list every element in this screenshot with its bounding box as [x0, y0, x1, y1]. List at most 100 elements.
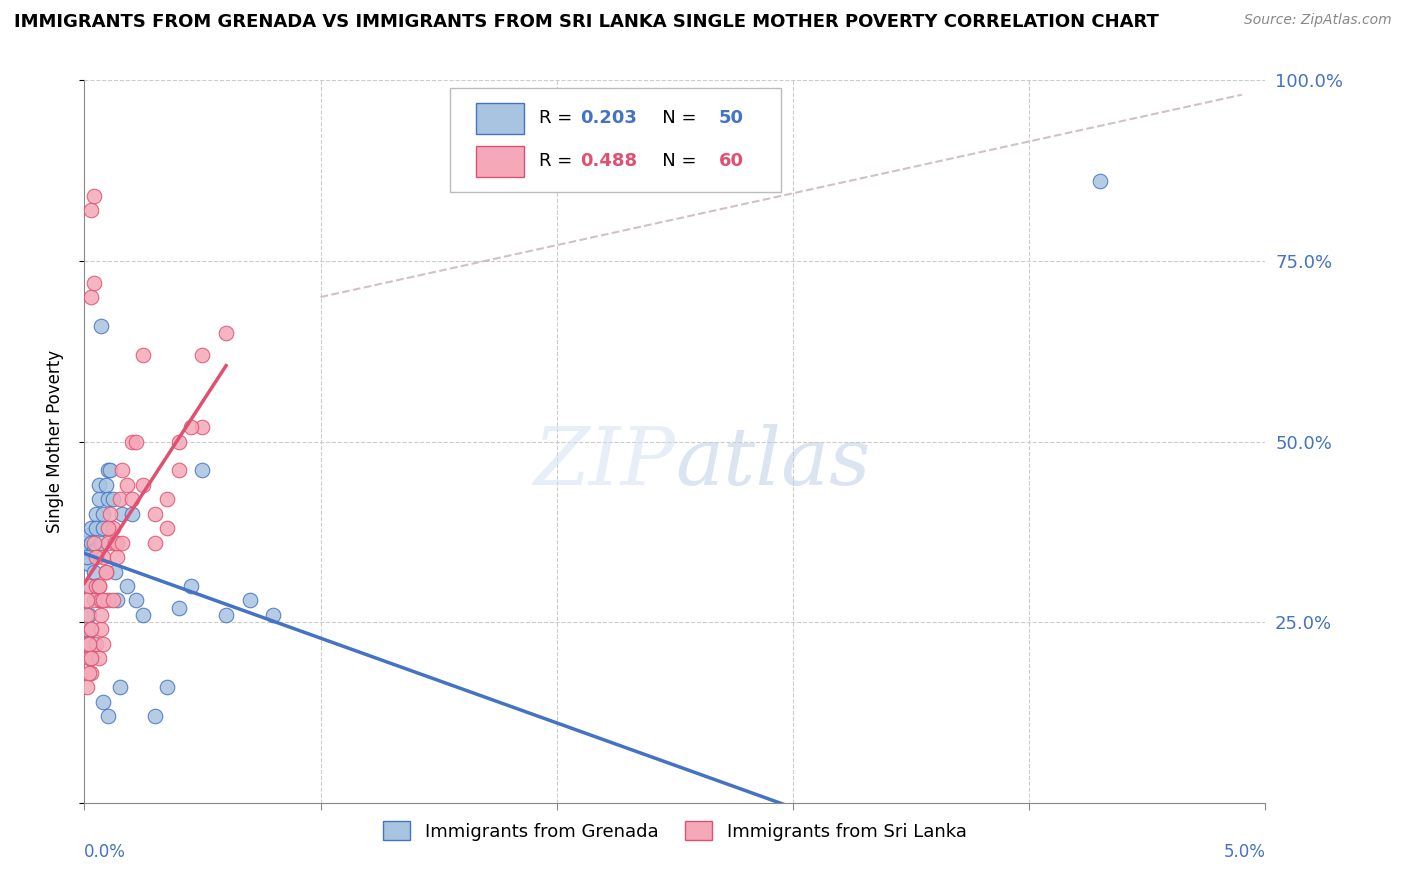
Point [104, 565, 127, 579]
Point [101, 492, 124, 507]
Point [1088, 174, 1111, 188]
Point [167, 434, 190, 449]
Text: R =: R = [538, 110, 578, 128]
Point [104, 535, 127, 549]
Point [132, 478, 155, 492]
Point [84, 579, 107, 593]
Point [91, 521, 114, 535]
Point [108, 680, 131, 694]
Point [77, 542, 100, 557]
Point [167, 600, 190, 615]
Point [83, 593, 105, 607]
Point [97, 492, 120, 507]
Point [107, 593, 129, 607]
Point [84, 507, 107, 521]
Point [98, 507, 121, 521]
Point [107, 550, 129, 565]
Point [76, 623, 98, 637]
Point [215, 607, 238, 622]
Point [90, 607, 112, 622]
Point [83, 535, 105, 549]
Text: 60: 60 [718, 153, 744, 170]
Point [121, 492, 143, 507]
Point [76, 550, 98, 565]
Point [83, 637, 105, 651]
Point [90, 593, 112, 607]
Point [91, 593, 114, 607]
Text: 5.0%: 5.0% [1223, 843, 1265, 861]
Point [98, 463, 121, 477]
Point [83, 189, 105, 203]
Point [80, 203, 103, 218]
Point [80, 651, 103, 665]
Point [180, 420, 202, 434]
Text: Source: ZipAtlas.com: Source: ZipAtlas.com [1244, 13, 1392, 28]
Text: 0.0%: 0.0% [84, 843, 127, 861]
Point [77, 558, 100, 572]
Point [84, 521, 107, 535]
Y-axis label: Single Mother Poverty: Single Mother Poverty [45, 350, 63, 533]
Point [80, 651, 103, 665]
Point [191, 420, 214, 434]
Point [94, 565, 117, 579]
Point [80, 521, 103, 535]
Point [111, 535, 134, 549]
Point [76, 637, 98, 651]
Point [87, 651, 110, 665]
Point [87, 478, 110, 492]
Point [77, 579, 100, 593]
Point [115, 478, 138, 492]
Text: ZIP: ZIP [533, 425, 675, 502]
Point [121, 507, 143, 521]
Text: N =: N = [645, 110, 703, 128]
Point [90, 623, 112, 637]
Point [94, 478, 117, 492]
Point [108, 492, 131, 507]
Point [91, 507, 114, 521]
Point [90, 318, 112, 333]
Point [156, 521, 179, 535]
Point [121, 434, 143, 449]
Point [125, 593, 148, 607]
Point [76, 593, 98, 607]
Point [97, 463, 120, 477]
Text: 50: 50 [718, 110, 744, 128]
Point [156, 680, 179, 694]
Text: 0.488: 0.488 [581, 153, 637, 170]
FancyBboxPatch shape [477, 146, 523, 177]
Point [80, 623, 103, 637]
Point [132, 607, 155, 622]
Point [262, 607, 284, 622]
Point [83, 565, 105, 579]
Point [83, 276, 105, 290]
Text: atlas: atlas [675, 425, 870, 502]
Point [87, 593, 110, 607]
Point [97, 593, 120, 607]
Point [76, 680, 98, 694]
Legend: Immigrants from Grenada, Immigrants from Sri Lanka: Immigrants from Grenada, Immigrants from… [375, 814, 974, 848]
Point [215, 326, 238, 340]
Point [101, 521, 124, 535]
Text: IMMIGRANTS FROM GRENADA VS IMMIGRANTS FROM SRI LANKA SINGLE MOTHER POVERTY CORRE: IMMIGRANTS FROM GRENADA VS IMMIGRANTS FR… [14, 13, 1159, 31]
Point [77, 665, 100, 680]
Point [111, 507, 134, 521]
Point [76, 607, 98, 622]
Point [80, 665, 103, 680]
Point [87, 579, 110, 593]
Text: R =: R = [538, 153, 578, 170]
Point [101, 593, 124, 607]
Point [80, 290, 103, 304]
Point [156, 492, 179, 507]
Point [84, 550, 107, 565]
Point [97, 535, 120, 549]
Point [97, 521, 120, 535]
Point [87, 492, 110, 507]
Point [87, 579, 110, 593]
Point [84, 637, 107, 651]
Text: N =: N = [645, 153, 703, 170]
Point [91, 550, 114, 565]
Point [77, 607, 100, 622]
Text: 0.203: 0.203 [581, 110, 637, 128]
Point [76, 550, 98, 565]
Point [125, 434, 148, 449]
